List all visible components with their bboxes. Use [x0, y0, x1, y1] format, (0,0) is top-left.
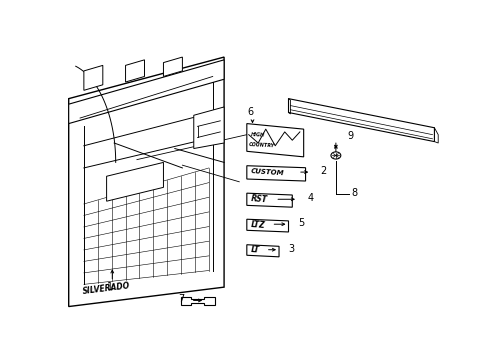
Text: 7: 7 — [178, 294, 184, 305]
Polygon shape — [180, 297, 214, 305]
Text: 4: 4 — [307, 193, 313, 203]
Text: 2: 2 — [320, 166, 326, 176]
Text: SILVERADO: SILVERADO — [82, 281, 130, 296]
Text: LTZ: LTZ — [250, 220, 265, 230]
Text: 1: 1 — [107, 282, 113, 292]
Polygon shape — [163, 57, 182, 76]
Polygon shape — [193, 107, 224, 149]
Text: 9: 9 — [346, 131, 353, 141]
Polygon shape — [68, 57, 224, 307]
Text: LT: LT — [250, 245, 260, 255]
Polygon shape — [246, 219, 288, 232]
Polygon shape — [246, 166, 305, 181]
Text: 8: 8 — [350, 189, 356, 198]
Polygon shape — [84, 66, 102, 90]
Polygon shape — [246, 193, 292, 207]
Text: 5: 5 — [297, 219, 304, 229]
Polygon shape — [288, 99, 433, 141]
Polygon shape — [246, 245, 279, 257]
Text: 3: 3 — [288, 244, 294, 254]
Polygon shape — [68, 60, 224, 123]
Text: HIGH: HIGH — [250, 132, 264, 138]
Text: CUSTOM: CUSTOM — [250, 168, 284, 177]
Polygon shape — [106, 162, 163, 201]
Polygon shape — [125, 60, 144, 82]
Text: 6: 6 — [247, 107, 253, 117]
Circle shape — [330, 152, 340, 159]
Text: COUNTRY: COUNTRY — [248, 142, 274, 148]
Text: RST: RST — [250, 194, 267, 204]
Polygon shape — [246, 123, 303, 157]
